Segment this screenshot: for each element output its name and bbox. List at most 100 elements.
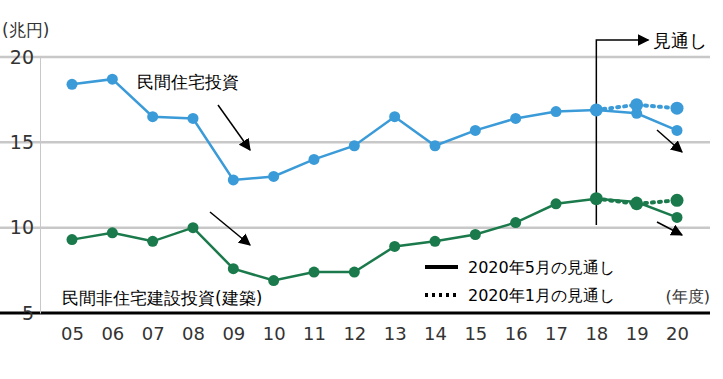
y-tick-label: 10 <box>10 216 34 238</box>
y-tick: 5 <box>22 302 40 324</box>
series-marker <box>228 174 239 185</box>
legend-label: 2020年1月の見通し <box>468 286 615 305</box>
series-label: 民間住宅投資 <box>137 72 239 92</box>
x-tick: 11 <box>303 313 326 344</box>
baseline <box>0 312 710 315</box>
series-marker <box>470 125 481 136</box>
y-axis-title: (兆円) <box>2 20 49 40</box>
grid-line <box>0 56 710 59</box>
series-marker <box>630 197 643 210</box>
series-marker <box>389 241 400 252</box>
x-tick: 17 <box>545 313 568 344</box>
x-tick: 18 <box>585 313 608 344</box>
chart: 5 10 15 20 05 06 07 08 09 10 11 12 13 14 15 16 17 18 19 20 (… <box>0 0 723 379</box>
grid-line <box>0 226 710 229</box>
x-tick: 12 <box>343 313 366 344</box>
series-marker <box>591 193 602 204</box>
series-label: 民間非住宅建設投資(建築) <box>62 288 262 308</box>
series-marker <box>349 267 360 278</box>
y-axis-line <box>40 58 41 314</box>
series-marker <box>591 104 602 115</box>
y-tick-label: 5 <box>22 302 34 324</box>
x-tick: 09 <box>222 313 245 344</box>
series-marker <box>309 154 320 165</box>
x-axis: 05 06 07 08 09 10 11 12 13 14 15 16 17 18 19 20 <box>61 313 689 344</box>
legend-swatch <box>425 265 458 269</box>
y-tick-label: 20 <box>10 46 34 68</box>
x-tick: 20 <box>666 313 689 344</box>
x-tick: 16 <box>505 313 528 344</box>
x-tick: 14 <box>424 313 447 344</box>
x-tick: 08 <box>182 313 205 344</box>
y-tick: 10 <box>10 216 40 238</box>
x-tick-label: 14 <box>424 323 447 344</box>
series-marker <box>551 198 562 209</box>
series-marker <box>510 113 521 124</box>
series-marker <box>309 267 320 278</box>
series-marker <box>630 98 643 111</box>
series-marker <box>67 234 78 245</box>
y-axis: 5 10 15 20 <box>10 46 41 324</box>
x-tick-label: 06 <box>101 323 124 344</box>
x-tick: 10 <box>263 313 286 344</box>
y-tick-label: 15 <box>10 131 34 153</box>
plot-area <box>67 74 684 286</box>
x-tick-label: 20 <box>666 323 689 344</box>
series-marker <box>590 192 603 205</box>
series-marker <box>430 140 441 151</box>
x-tick-label: 15 <box>464 323 487 344</box>
x-tick: 19 <box>626 313 649 344</box>
series-marker <box>107 227 118 238</box>
x-axis-title: (年度) <box>666 287 710 306</box>
series-marker <box>470 229 481 240</box>
series-marker <box>510 217 521 228</box>
x-tick-label: 05 <box>61 323 84 344</box>
legend: 2020年5月の見通し 2020年1月の見通し <box>425 258 615 305</box>
revision-arrow <box>657 222 682 235</box>
series-marker <box>671 102 684 115</box>
y-tick: 20 <box>10 46 40 68</box>
y-tick: 15 <box>10 131 40 153</box>
series-marker <box>188 113 199 124</box>
x-tick-label: 16 <box>505 323 528 344</box>
legend-label: 2020年5月の見通し <box>468 258 615 277</box>
series-label-arrow <box>218 105 250 150</box>
x-tick: 05 <box>61 313 84 344</box>
series-marker <box>268 275 279 286</box>
x-tick-label: 19 <box>626 323 649 344</box>
series-marker <box>268 171 279 182</box>
series-marker <box>349 140 360 151</box>
revision-arrow <box>657 130 682 152</box>
x-tick-label: 17 <box>545 323 568 344</box>
x-tick: 07 <box>142 313 165 344</box>
series-marker <box>672 212 683 223</box>
x-tick: 13 <box>384 313 407 344</box>
series-marker <box>551 106 562 117</box>
series-marker <box>590 103 603 116</box>
series-label-arrow <box>210 212 250 245</box>
forecast-label: 見通し <box>653 30 707 51</box>
series-marker <box>672 125 683 136</box>
series-marker <box>228 263 239 274</box>
series-marker <box>67 79 78 90</box>
series-marker <box>147 236 158 247</box>
x-tick-label: 18 <box>585 323 608 344</box>
grid <box>0 57 710 313</box>
series-line <box>72 79 677 180</box>
series-marker <box>147 111 158 122</box>
x-tick-label: 11 <box>303 323 326 344</box>
series-marker <box>188 222 199 233</box>
series-line <box>72 199 677 281</box>
forecast-annotation: 見通し <box>596 30 707 225</box>
x-tick-label: 07 <box>142 323 165 344</box>
x-tick-label: 13 <box>384 323 407 344</box>
x-tick-label: 09 <box>222 323 245 344</box>
legend-swatch <box>425 293 458 297</box>
x-tick-label: 12 <box>343 323 366 344</box>
series-marker <box>389 111 400 122</box>
x-tick-label: 08 <box>182 323 205 344</box>
series-marker <box>107 74 118 85</box>
series-marker <box>671 194 684 207</box>
series-marker <box>430 236 441 247</box>
x-tick-label: 10 <box>263 323 286 344</box>
